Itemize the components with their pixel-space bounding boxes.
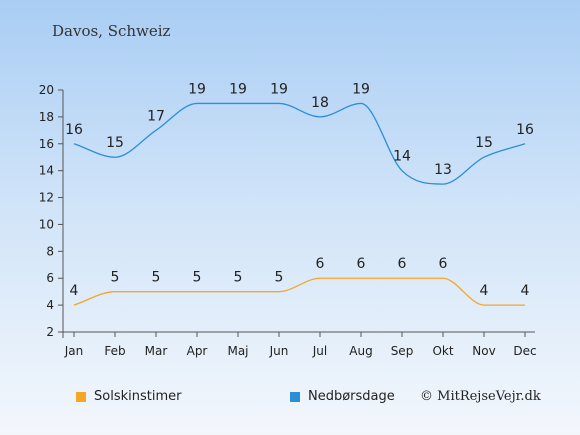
x-tick-label: Maj [227, 344, 248, 358]
data-label-nedborsdage: 19 [270, 81, 288, 97]
data-label-nedborsdage: 13 [434, 162, 452, 178]
legend-item-nedborsdage: Nedbørsdage [290, 389, 395, 404]
y-tick-label: 8 [46, 244, 54, 258]
data-label-solskinstimer: 6 [398, 256, 407, 272]
data-label-solskinstimer: 4 [480, 283, 489, 299]
x-tick-label: Apr [187, 344, 208, 358]
data-label-nedborsdage: 19 [229, 81, 247, 97]
y-tick-label: 2 [46, 325, 54, 339]
y-tick-label: 4 [46, 298, 54, 312]
data-label-nedborsdage: 15 [475, 135, 493, 151]
data-label-nedborsdage: 18 [311, 95, 329, 111]
data-label-solskinstimer: 5 [234, 270, 243, 286]
copyright-text: © MitRejseVejr.dk [420, 389, 541, 404]
series-line-nedborsdage [73, 102, 526, 185]
data-label-nedborsdage: 16 [516, 122, 534, 138]
data-label-nedborsdage: 16 [65, 122, 83, 138]
data-label-solskinstimer: 6 [316, 256, 325, 272]
x-tick-label: Mar [145, 344, 168, 358]
y-tick-label: 18 [39, 110, 54, 124]
x-tick-label: Jul [312, 344, 327, 358]
legend-label-solskinstimer: Solskinstimer [94, 389, 182, 404]
data-label-solskinstimer: 4 [70, 283, 79, 299]
data-label-solskinstimer: 4 [521, 283, 530, 299]
x-tick-label: Sep [391, 344, 414, 358]
data-label-nedborsdage: 14 [393, 149, 411, 165]
y-tick-label: 14 [39, 164, 54, 178]
x-tick-label: Nov [472, 344, 495, 358]
y-tick-label: 20 [39, 83, 54, 97]
data-label-solskinstimer: 5 [152, 270, 161, 286]
data-label-nedborsdage: 15 [106, 135, 124, 151]
x-tick-label: Aug [349, 344, 372, 358]
x-tick-label: Feb [104, 344, 125, 358]
legend-item-solskinstimer: Solskinstimer [76, 389, 181, 404]
y-tick-label: 12 [39, 191, 54, 205]
data-label-nedborsdage: 19 [352, 81, 370, 97]
x-tick-label: Jan [64, 344, 84, 358]
y-tick-label: 6 [46, 271, 54, 285]
data-label-nedborsdage: 19 [188, 81, 206, 97]
x-tick-label: Okt [432, 344, 453, 358]
data-label-solskinstimer: 6 [357, 256, 366, 272]
series-line-solskinstimer [73, 277, 525, 306]
y-tick-label: 16 [39, 137, 54, 151]
x-tick-label: Jun [269, 344, 289, 358]
data-label-nedborsdage: 17 [147, 108, 165, 124]
legend-label-nedborsdage: Nedbørsdage [308, 389, 395, 404]
y-tick-label: 10 [39, 217, 54, 231]
x-tick-label: Dec [513, 344, 536, 358]
data-label-solskinstimer: 5 [275, 270, 284, 286]
data-label-solskinstimer: 5 [111, 270, 120, 286]
legend-swatch-nedborsdage [290, 391, 300, 402]
data-label-solskinstimer: 5 [193, 270, 202, 286]
chart-title: Davos, Schweiz [52, 22, 171, 40]
data-label-solskinstimer: 6 [439, 256, 448, 272]
legend-swatch-solskinstimer [76, 391, 86, 402]
